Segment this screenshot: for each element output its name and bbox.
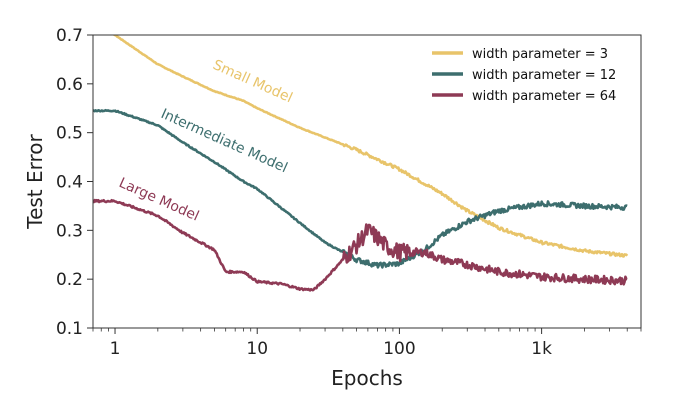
legend-label-1: width parameter = 3 [472, 47, 608, 62]
y-tick-label: 0.7 [56, 26, 83, 46]
y-tick-label: 0.3 [56, 221, 83, 241]
axes: 1 10 100 1k 0.1 0.2 0.3 0.4 0.5 0.6 0.7 [56, 26, 642, 359]
x-tick-label: 1k [531, 339, 552, 359]
series-line-1 [112, 35, 629, 258]
series-line-2 [93, 108, 628, 269]
x-tick-label: 10 [246, 339, 268, 359]
x-tick-label: 1 [110, 339, 121, 359]
series-line-3 [93, 198, 628, 292]
legend-label-3: width parameter = 64 [472, 89, 616, 104]
y-axis-title: Test Error [23, 133, 47, 229]
x-tick-label: 100 [383, 339, 415, 359]
y-tick-label: 0.6 [56, 75, 83, 95]
y-tick-label: 0.4 [56, 173, 83, 193]
legend: width parameter = 3 width parameter = 12 w… [432, 47, 616, 104]
y-tick-label: 0.2 [56, 270, 83, 290]
x-axis-title: Epochs [331, 366, 403, 390]
series-layer [93, 35, 629, 292]
y-tick-label: 0.5 [56, 124, 83, 144]
legend-label-2: width parameter = 12 [472, 68, 616, 83]
y-tick-label: 0.1 [56, 319, 83, 339]
